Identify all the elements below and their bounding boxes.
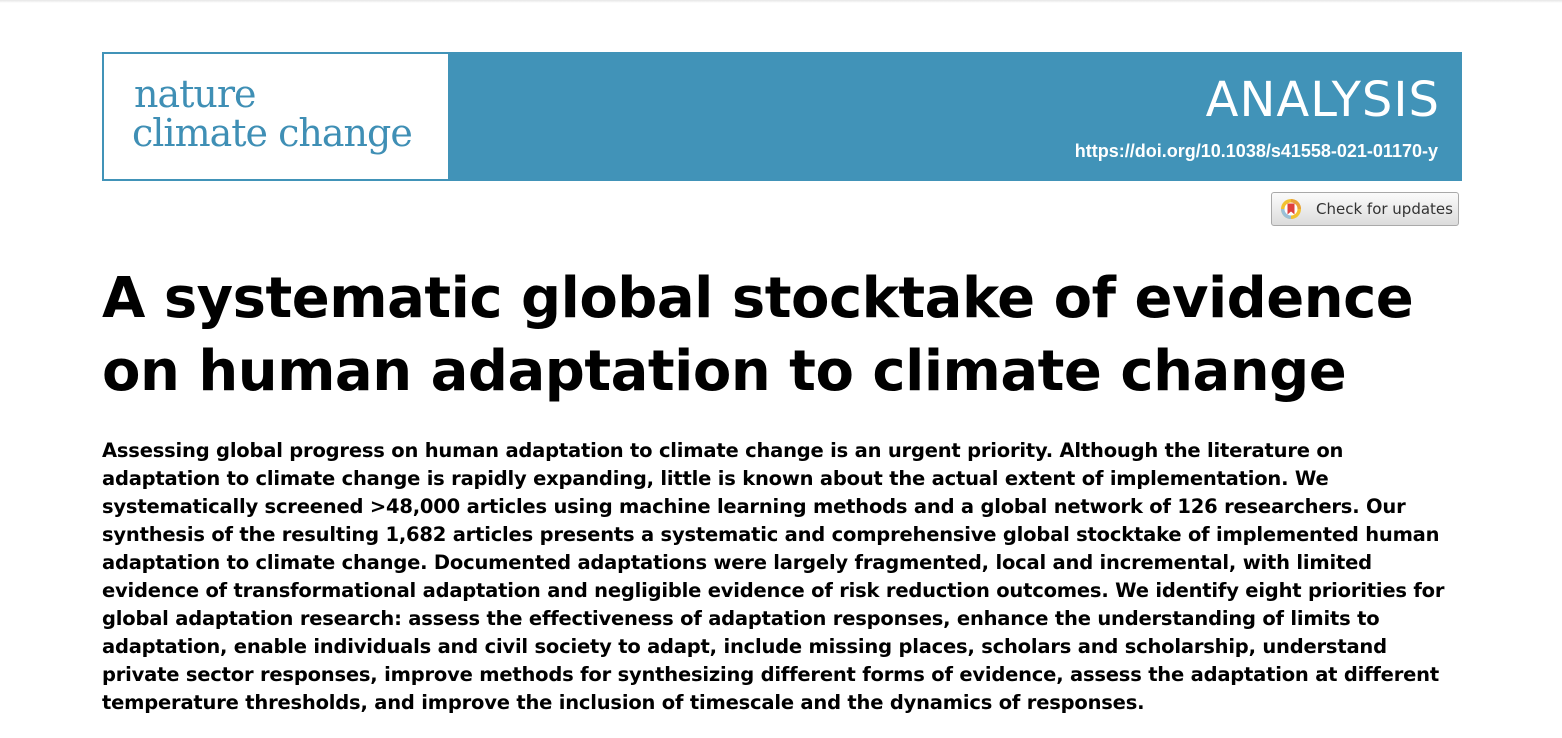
article-title: A systematic global stocktake of evidenc… (102, 266, 1414, 404)
article-abstract: Assessing global progress on human adapt… (102, 439, 1445, 714)
crossmark-icon (1281, 199, 1301, 219)
journal-header-banner: nature climate change ANALYSIS https://d… (102, 52, 1462, 181)
page-top-shadow (0, 0, 1562, 3)
article-type-label: ANALYSIS (1205, 72, 1440, 128)
journal-logo[interactable]: nature climate change (104, 54, 448, 179)
journal-logo-line2: climate change (132, 111, 413, 155)
doi-link[interactable]: https://doi.org/10.1038/s41558-021-01170… (1074, 141, 1438, 161)
check-for-updates-button[interactable]: Check for updates (1271, 192, 1459, 226)
journal-logo-line1: nature (134, 72, 257, 116)
check-for-updates-label: Check for updates (1316, 200, 1453, 218)
